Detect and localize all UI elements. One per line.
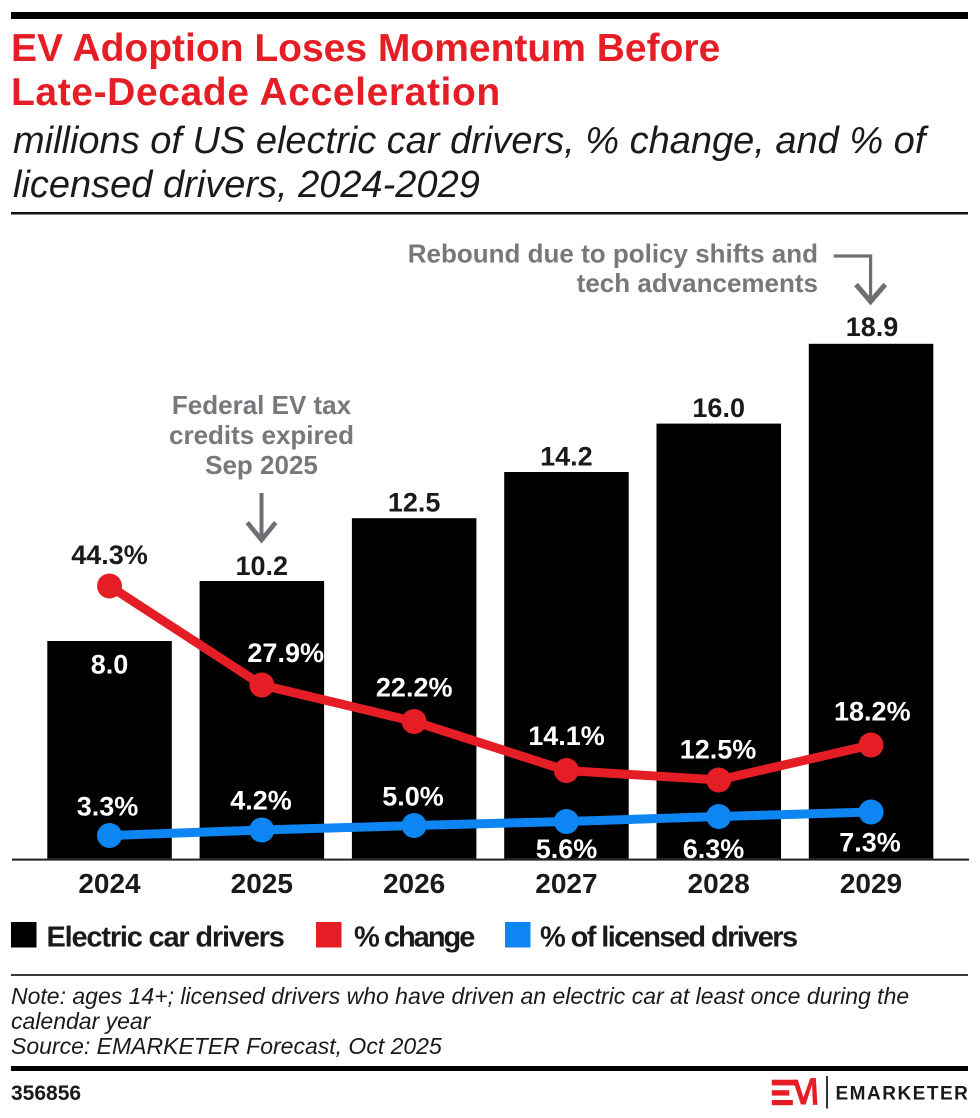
svg-text:12.5: 12.5 [388,488,441,518]
svg-text:% of licensed drivers: % of licensed drivers [540,922,797,954]
svg-text:2027: 2027 [535,868,597,899]
svg-text:credits expired: credits expired [169,420,354,450]
svg-text:18.9: 18.9 [846,312,899,342]
svg-text:2024: 2024 [78,868,141,899]
svg-text:2028: 2028 [688,868,750,899]
svg-text:4.2%: 4.2% [230,785,292,815]
svg-text:18.2%: 18.2% [834,696,911,726]
svg-text:3.3%: 3.3% [77,792,139,822]
svg-text:12.5%: 12.5% [680,735,757,765]
svg-text:2026: 2026 [383,868,445,899]
svg-text:14.1%: 14.1% [528,721,605,751]
svg-text:Source: EMARKETER Forecast, Oc: Source: EMARKETER Forecast, Oct 2025 [11,1033,442,1059]
svg-text:Sep 2025: Sep 2025 [205,450,318,480]
svg-text:22.2%: 22.2% [376,672,453,702]
svg-text:Federal EV tax: Federal EV tax [172,390,352,420]
svg-text:Rebound due to policy shifts a: Rebound due to policy shifts and [408,239,818,269]
svg-text:7.3%: 7.3% [839,828,901,858]
svg-text:millions of US electric car dr: millions of US electric car drivers, % c… [13,120,929,162]
svg-text:Late-Decade Acceleration: Late-Decade Acceleration [11,71,501,114]
svg-text:27.9%: 27.9% [247,638,324,668]
svg-text:10.2: 10.2 [236,551,289,581]
svg-text:Note: ages 14+; licensed drive: Note: ages 14+; licensed drivers who hav… [11,983,909,1009]
svg-text:licensed drivers, 2024-2029: licensed drivers, 2024-2029 [13,164,480,206]
svg-text:5.0%: 5.0% [382,782,444,812]
svg-text:% change: % change [354,922,475,954]
svg-text:EMARKETER: EMARKETER [836,1083,970,1104]
svg-text:2029: 2029 [840,868,902,899]
svg-text:14.2: 14.2 [540,441,593,471]
svg-text:44.3%: 44.3% [71,540,148,570]
svg-text:16.0: 16.0 [692,393,745,423]
svg-text:tech advancements: tech advancements [577,268,818,298]
svg-text:2025: 2025 [231,868,293,899]
svg-text:356856: 356856 [11,1082,81,1105]
svg-text:calendar year: calendar year [11,1008,152,1034]
svg-text:Electric car drivers: Electric car drivers [47,922,284,954]
svg-text:EV Adoption Loses Momentum Bef: EV Adoption Loses Momentum Before [11,27,720,70]
svg-text:8.0: 8.0 [91,650,129,680]
